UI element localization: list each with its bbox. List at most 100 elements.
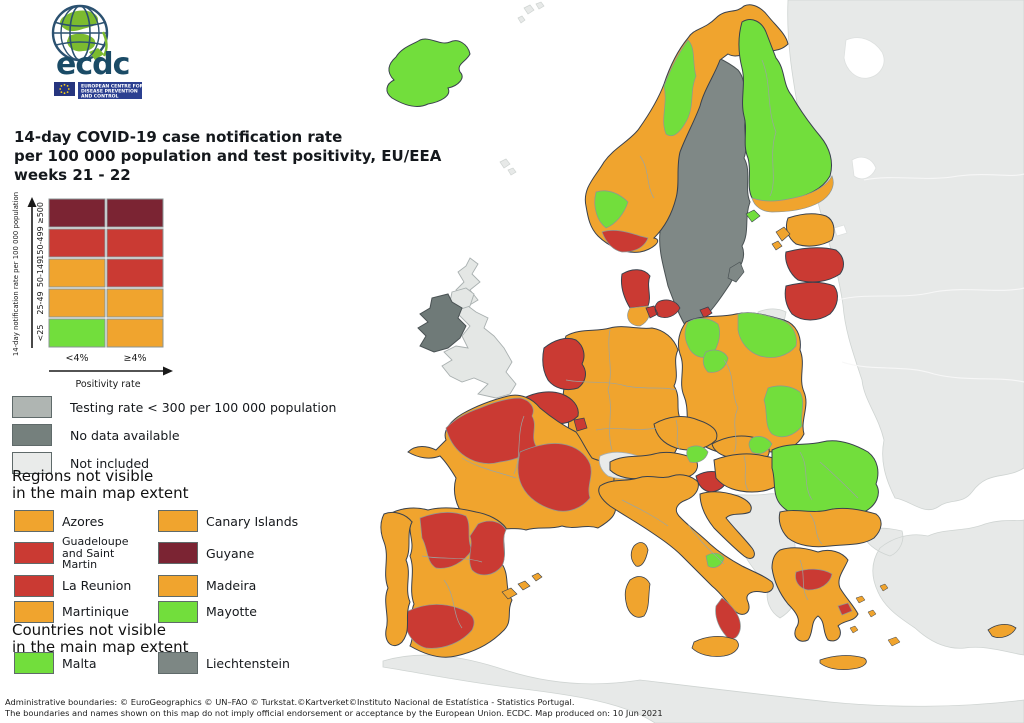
map-region-austria-vienna <box>686 445 709 463</box>
map-region-denmark-jutland <box>621 269 651 309</box>
svg-text:EUROPEAN CENTRE FOR: EUROPEAN CENTRE FOR <box>81 83 144 89</box>
map-region-greece-thessaly <box>795 568 833 591</box>
legend-x-axis-label: Positivity rate <box>75 379 140 390</box>
legend-y-axis-label: 14-day notification rate per 100 000 pop… <box>12 192 20 356</box>
bivariate-legend: 14-day notification rate per 100 000 pop… <box>12 192 173 390</box>
map-region-sicily <box>691 636 739 657</box>
map-region-norway-nordland <box>663 39 697 137</box>
map-region-poland-east <box>763 385 804 438</box>
map-region-aland <box>745 209 761 223</box>
region-item-label: La Reunion <box>62 578 132 593</box>
map-region-gotland <box>727 261 745 283</box>
noneu-borders <box>837 173 1024 383</box>
region-item-label: Guyane <box>206 545 255 561</box>
legend-item-testing-rate: Testing rate < 300 per 100 000 populatio… <box>12 396 336 418</box>
map-region-africa <box>382 654 1024 723</box>
regions-section-heading: Regions not visible in the main map exte… <box>12 467 189 502</box>
map-white-sea <box>833 37 885 237</box>
map-region-molise <box>705 552 725 568</box>
legend-col-label: ≥4% <box>123 353 146 364</box>
map-region-shetland <box>517 1 545 24</box>
map-region-spain-red-south <box>404 604 475 649</box>
map-region-estonia <box>785 213 835 247</box>
countries-section-heading: Countries not visible in the main map ex… <box>12 621 189 656</box>
legend-y-arrowhead <box>27 197 37 207</box>
legend-item-label: Not included <box>70 455 150 471</box>
map-region-slovakia-east <box>748 436 773 454</box>
legend-cell-r0c0 <box>48 198 106 228</box>
map-region-romania <box>771 440 879 517</box>
map-region-denmark-zealand <box>645 299 713 319</box>
region-item-label: Martinique <box>62 604 129 619</box>
map-region-spain-red-northeast <box>469 520 507 576</box>
azores-swatch <box>14 510 54 532</box>
title-line-1: 14-day COVID-19 case notification rate <box>14 128 343 146</box>
madeira-swatch <box>158 574 198 597</box>
map-attribution: Administrative boundaries: © EuroGeograp… <box>5 697 663 719</box>
ecdc-logo: ecdc EUROPEAN CENTRE FOR DISEASE PREVENT… <box>51 4 144 99</box>
legend-cell-r0c1 <box>106 198 164 228</box>
region-item-label: Azores <box>62 513 104 529</box>
region-item-label: Mayotte <box>206 604 257 619</box>
map-region-latvia <box>785 247 844 283</box>
map-region-turkey <box>861 519 1024 656</box>
country-item-label: Malta <box>62 655 97 671</box>
attribution-line-1: Administrative boundaries: © EuroGeograp… <box>5 697 575 707</box>
map-region-poland-central <box>702 349 729 373</box>
guadeloupe-swatch <box>14 542 54 565</box>
legend-item-label: No data available <box>70 427 180 443</box>
la-reunion-swatch <box>14 574 54 597</box>
ecdc-tagline: EUROPEAN CENTRE FOR DISEASE PREVENTION A… <box>78 82 144 99</box>
guyane-swatch <box>158 542 198 565</box>
attribution-line-2: The boundaries and names shown on this m… <box>5 708 663 718</box>
svg-text:DISEASE PREVENTION: DISEASE PREVENTION <box>81 88 138 94</box>
country-item-label: Liechtenstein <box>206 655 290 671</box>
map-region-lithuania <box>784 281 838 321</box>
map-region-italy <box>598 474 774 615</box>
canary-islands-swatch <box>158 510 198 532</box>
svg-text:AND CONTROL: AND CONTROL <box>81 93 119 99</box>
nuts-internal-borders <box>421 59 859 629</box>
legend-cell-r2c0 <box>48 258 106 288</box>
map-region-estonian-islands <box>771 226 791 251</box>
legend-cell-r4c0 <box>48 318 106 348</box>
map-region-ireland <box>417 293 467 353</box>
title-line-3: weeks 21 - 22 <box>14 166 131 184</box>
legend-row-label: <25 <box>36 325 45 342</box>
eu-flag-icon <box>54 82 75 96</box>
testing-rate-swatch <box>12 396 52 418</box>
status-legend: Testing rate < 300 per 100 000 populatio… <box>12 396 336 480</box>
map-region-greece-attica <box>837 602 853 616</box>
map-region-greece <box>771 547 859 642</box>
map-region-corsica <box>630 542 649 567</box>
map-region-finland-south <box>751 175 834 213</box>
mayotte-swatch <box>158 600 198 623</box>
map-region-aegean-islands <box>849 583 901 647</box>
map-region-calabria <box>715 597 741 640</box>
map-region-france-red-centre <box>517 443 592 512</box>
legend-cell-r3c1 <box>106 288 164 318</box>
map-region-czechia <box>653 416 718 451</box>
region-item-label: Canary Islands <box>206 513 299 529</box>
map-region-iceland <box>386 38 471 107</box>
map-region-bulgaria <box>778 507 882 548</box>
map-region-faroe-islands <box>499 158 517 176</box>
legend-col-label: <4% <box>65 353 88 364</box>
ecdc-wordmark: ecdc <box>56 47 129 82</box>
legend-cell-r1c0 <box>48 228 106 258</box>
legend-item-no-data: No data available <box>12 424 336 446</box>
not-included-swatch <box>12 452 52 474</box>
title-line-2: per 100 000 population and test positivi… <box>14 147 442 165</box>
legend-cell-r2c1 <box>106 258 164 288</box>
malta-swatch <box>14 652 54 674</box>
map-region-portugal <box>380 511 413 646</box>
map-region-france-red-north <box>445 397 537 464</box>
map-region-cyprus <box>987 624 1017 638</box>
legend-item-label: Testing rate < 300 per 100 000 populatio… <box>70 399 337 415</box>
map-title: 14-day COVID-19 case notification rate p… <box>14 128 441 185</box>
map-region-croatia <box>699 491 755 559</box>
legend-row-label: 150-499 <box>36 226 45 259</box>
region-item-label: Madeira <box>206 578 257 593</box>
